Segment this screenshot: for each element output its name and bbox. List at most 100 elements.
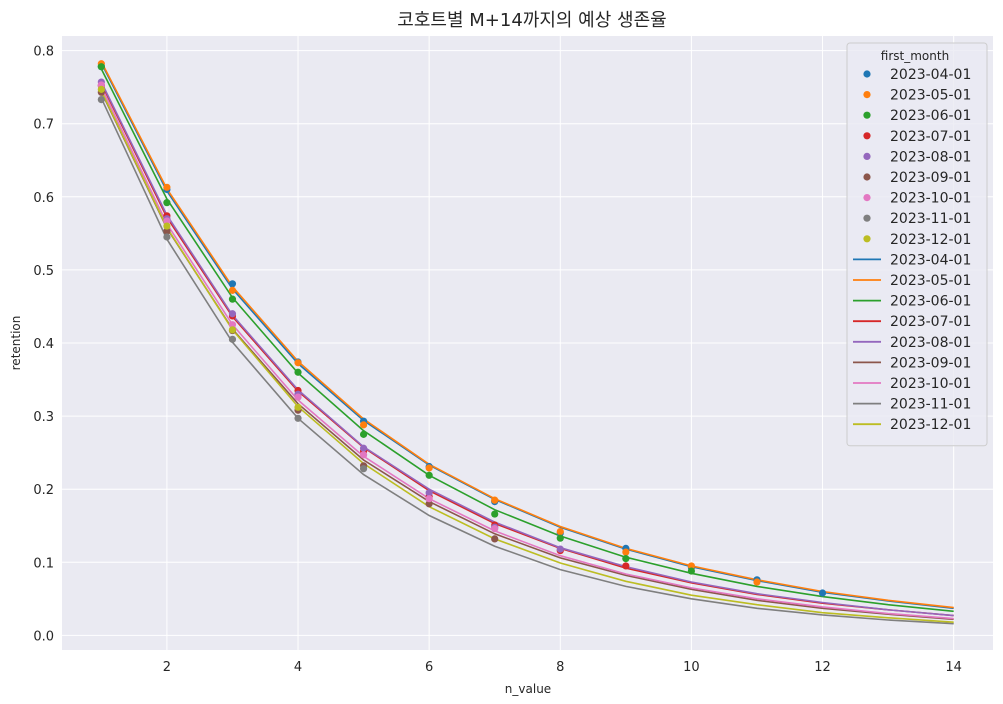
data-point-2023-09-01 xyxy=(163,227,171,235)
data-point-2023-12-01 xyxy=(228,326,237,334)
observed-points xyxy=(97,60,827,597)
data-point-2023-08-01 xyxy=(359,444,368,452)
data-point-2023-08-01 xyxy=(228,310,237,318)
fitted-curves xyxy=(100,61,954,625)
legend-label: 2023-08-01 xyxy=(890,149,971,165)
data-point-2023-06-01 xyxy=(622,555,630,563)
data-point-2023-06-01 xyxy=(228,295,237,303)
legend-label: 2023-05-01 xyxy=(890,88,971,104)
data-point-2023-11-01 xyxy=(163,233,171,241)
fit-line-2023-08-01 xyxy=(100,81,954,617)
fit-line-2023-05-01 xyxy=(100,61,954,609)
data-point-2023-04-01 xyxy=(818,589,827,597)
x-tick-labels: 2 4 6 8 10 12 14 xyxy=(163,660,962,675)
legend-label: 2023-04-01 xyxy=(890,252,971,268)
y-tick-label: 0.8 xyxy=(33,45,54,60)
legend-label: 2023-08-01 xyxy=(890,335,971,351)
data-point-2023-12-01 xyxy=(294,403,302,411)
legend-label: 2023-12-01 xyxy=(890,232,971,248)
data-point-2023-12-01 xyxy=(97,85,105,93)
data-point-2023-10-01 xyxy=(359,451,368,459)
data-point-2023-06-01 xyxy=(359,430,368,438)
legend-label: 2023-10-01 xyxy=(890,191,971,207)
data-point-2023-06-01 xyxy=(491,510,499,518)
grid-lines xyxy=(62,36,993,650)
legend-marker-2023-05-01 xyxy=(863,91,871,99)
data-point-2023-10-01 xyxy=(294,393,302,401)
legend-marker-2023-09-01 xyxy=(863,173,871,181)
data-point-2023-07-01 xyxy=(622,562,630,570)
fit-line-2023-12-01 xyxy=(100,90,954,623)
y-tick-label: 0.2 xyxy=(33,483,54,498)
legend-label: 2023-09-01 xyxy=(890,355,971,371)
legend-label: 2023-05-01 xyxy=(890,273,971,289)
data-point-2023-08-01 xyxy=(556,545,564,553)
data-point-2023-05-01 xyxy=(163,183,171,191)
data-point-2023-05-01 xyxy=(359,421,368,429)
legend-items: 2023-04-01 2023-05-01 2023-06-01 2023-07-01… xyxy=(853,67,971,433)
fit-line-2023-06-01 xyxy=(100,68,954,613)
x-tick-label: 6 xyxy=(425,660,433,675)
data-point-2023-05-01 xyxy=(687,562,696,570)
legend-label: 2023-10-01 xyxy=(890,376,971,392)
x-tick-label: 14 xyxy=(945,660,962,675)
y-tick-label: 0.4 xyxy=(33,337,54,352)
data-point-2023-12-01 xyxy=(163,222,171,230)
y-tick-labels: 0.0 0.1 0.2 0.3 0.4 0.5 0.6 0.7 0.8 xyxy=(33,45,54,645)
legend-marker-2023-08-01 xyxy=(863,152,871,160)
y-tick-label: 0.6 xyxy=(33,191,54,206)
x-tick-label: 10 xyxy=(683,660,700,675)
data-point-2023-04-01 xyxy=(228,280,237,288)
legend-label: 2023-11-01 xyxy=(890,397,971,413)
legend: first_month 2023-04-01 2023-05-01 2023-06-… xyxy=(846,42,988,447)
data-point-2023-10-01 xyxy=(163,217,171,225)
legend-marker-2023-07-01 xyxy=(863,132,871,140)
legend-label: 2023-11-01 xyxy=(890,211,971,227)
data-point-2023-11-01 xyxy=(359,465,368,473)
legend-label: 2023-06-01 xyxy=(890,294,971,310)
legend-marker-2023-04-01 xyxy=(863,70,871,78)
data-point-2023-05-01 xyxy=(294,359,302,367)
data-point-2023-06-01 xyxy=(294,368,302,376)
x-tick-label: 12 xyxy=(814,660,831,675)
data-point-2023-10-01 xyxy=(491,525,499,533)
y-tick-label: 0.5 xyxy=(33,264,54,279)
legend-label: 2023-09-01 xyxy=(890,170,971,186)
data-point-2023-06-01 xyxy=(687,567,696,575)
legend-marker-2023-06-01 xyxy=(863,111,871,119)
x-tick-label: 4 xyxy=(294,660,302,675)
data-point-2023-06-01 xyxy=(556,534,564,542)
y-tick-label: 0.1 xyxy=(33,556,54,571)
data-point-2023-11-01 xyxy=(97,95,105,104)
data-point-2023-06-01 xyxy=(425,471,433,479)
legend-box xyxy=(846,42,988,447)
data-point-2023-11-01 xyxy=(294,414,302,422)
data-point-2023-05-01 xyxy=(622,548,630,556)
data-point-2023-11-01 xyxy=(228,335,237,343)
chart-title: 코호트별 M+14까지의 예상 생존율 xyxy=(397,10,666,31)
legend-marker-2023-10-01 xyxy=(863,194,871,202)
data-point-2023-10-01 xyxy=(228,321,237,329)
legend-marker-2023-11-01 xyxy=(863,214,871,222)
y-axis-label: retention xyxy=(9,316,23,371)
legend-title: first_month xyxy=(881,49,949,63)
x-tick-label: 8 xyxy=(556,660,564,675)
fit-line-2023-11-01 xyxy=(100,97,954,625)
data-point-2023-05-01 xyxy=(228,286,237,294)
data-point-2023-06-01 xyxy=(97,63,105,71)
y-tick-label: 0.7 xyxy=(33,118,54,133)
data-point-2023-05-01 xyxy=(556,527,564,536)
y-tick-label: 0.3 xyxy=(33,410,54,425)
data-point-2023-10-01 xyxy=(425,495,433,503)
y-tick-label: 0.0 xyxy=(33,629,54,644)
fit-line-2023-10-01 xyxy=(100,86,954,620)
legend-label: 2023-07-01 xyxy=(890,314,971,330)
data-point-2023-09-01 xyxy=(425,500,433,508)
legend-label: 2023-06-01 xyxy=(890,108,971,124)
x-axis-label: n_value xyxy=(505,682,551,696)
data-point-2023-05-01 xyxy=(491,496,499,504)
legend-label: 2023-04-01 xyxy=(890,67,971,83)
legend-marker-2023-12-01 xyxy=(863,235,871,243)
legend-label: 2023-12-01 xyxy=(890,417,971,433)
